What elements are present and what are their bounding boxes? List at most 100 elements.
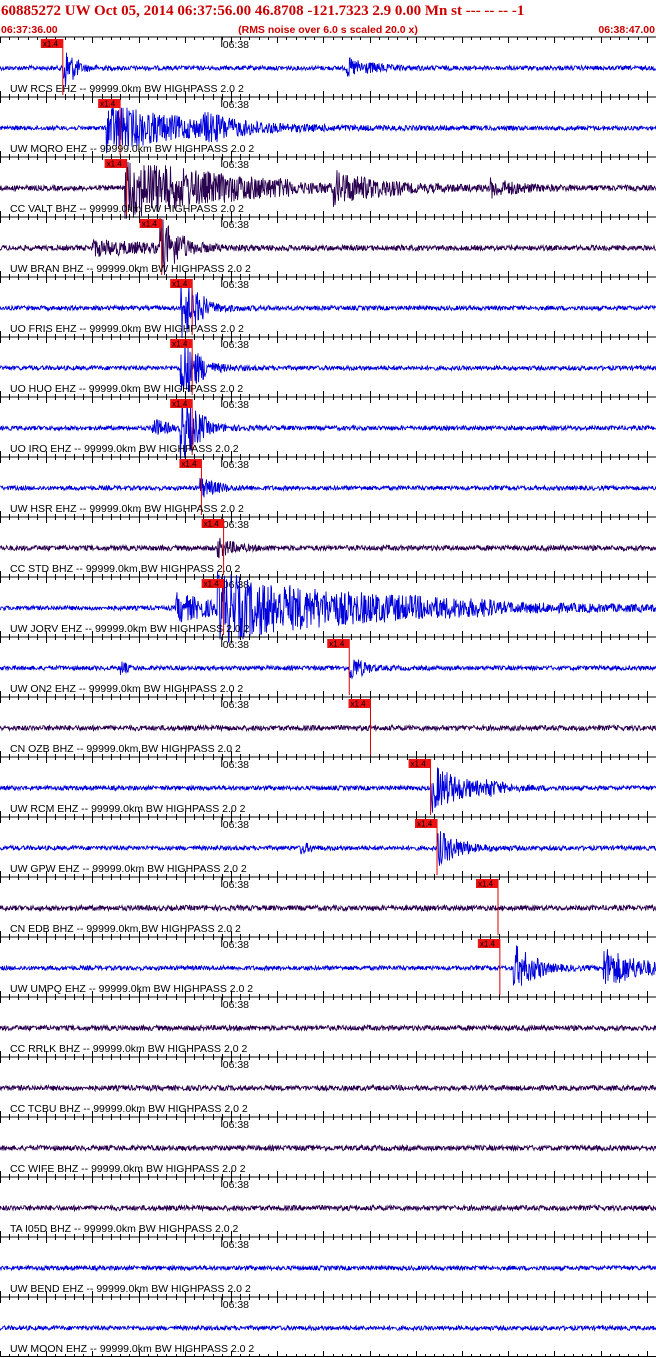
pick-box bbox=[179, 459, 202, 468]
station-label: UW MORO EHZ -- 99999.0km BW HIGHPASS 2.0… bbox=[10, 143, 254, 155]
waveform-trace bbox=[0, 217, 656, 275]
station-panel: 06:38 TA I05D BHZ -- 99999.0km BW HIGHPAS… bbox=[0, 1176, 656, 1237]
pick-label: x1.4 bbox=[100, 100, 116, 109]
station-panel: 06:38 x1.4 UW BRAN BHZ -- 99999.0km BW HIG… bbox=[0, 216, 656, 277]
minute-mark-label: 06:38 bbox=[223, 759, 249, 771]
minute-mark-label: 06:38 bbox=[223, 999, 249, 1011]
pick-label: x1.4 bbox=[181, 460, 197, 469]
pick-box bbox=[415, 819, 438, 828]
station-label: UW BRAN BHZ -- 99999.0km BW HIGHPASS 2.0… bbox=[10, 263, 251, 275]
station-label: UW MOON EHZ -- 99999.0km BW HIGHPASS 2.0… bbox=[10, 1343, 254, 1355]
station-label: TA I05D BHZ -- 99999.0km BW HIGHPASS 2.0… bbox=[10, 1223, 239, 1235]
station-label: UW JORV EHZ -- 99999.0km BW HIGHPASS 2.0… bbox=[10, 623, 250, 635]
minute-mark-label: 06:38 bbox=[223, 1239, 249, 1251]
waveform-trace bbox=[0, 767, 656, 813]
pick-box bbox=[98, 99, 121, 108]
pick-box bbox=[40, 39, 63, 48]
pick-label: x1.4 bbox=[142, 220, 158, 229]
waveform-trace bbox=[0, 1203, 656, 1213]
pick-label: x1.4 bbox=[329, 640, 345, 649]
minute-mark-label: 06:38 bbox=[223, 639, 249, 651]
station-label: UW ON2 EHZ -- 99999.0km BW HIGHPASS 2.0 … bbox=[10, 683, 243, 695]
pick-box bbox=[408, 759, 431, 768]
pick-box bbox=[348, 699, 371, 708]
station-label: UO FRIS EHZ -- 99999.0km BW HIGHPASS 2.0… bbox=[10, 323, 244, 335]
pick-label: x1.4 bbox=[204, 520, 220, 529]
pick-label: x1.4 bbox=[480, 940, 496, 949]
station-label: UW HSR EHZ -- 99999.0km BW HIGHPASS 2.0 … bbox=[10, 503, 244, 515]
pick-box bbox=[170, 339, 193, 348]
waveform-trace bbox=[0, 831, 656, 866]
minute-mark-label: 06:38 bbox=[223, 819, 249, 831]
waveform-trace bbox=[0, 106, 656, 154]
waveform-trace bbox=[0, 283, 656, 339]
pick-box bbox=[170, 279, 193, 288]
station-label: UW RCM EHZ -- 99999.0km BW HIGHPASS 2.0 … bbox=[10, 803, 246, 815]
minute-mark-label: 06:38 bbox=[223, 399, 249, 411]
minute-mark-label: 06:38 bbox=[223, 339, 249, 351]
waveform-trace bbox=[0, 1324, 656, 1332]
noise-note: (RMS noise over 6.0 s scaled 20.0 x) bbox=[238, 24, 418, 36]
pick-label: x1.4 bbox=[204, 580, 220, 589]
minute-mark-label: 06:38 bbox=[223, 879, 249, 891]
station-label: CC TCBU BHZ -- 99999.0km BW HIGHPASS 2.0… bbox=[10, 1103, 248, 1115]
station-label: UW UMPQ EHZ -- 99999.0km BW HIGHPASS 2.0… bbox=[10, 983, 253, 995]
waveform-trace bbox=[0, 1143, 656, 1153]
minute-mark-label: 06:38 bbox=[223, 459, 249, 471]
minute-mark-label: 06:38 bbox=[223, 1119, 249, 1131]
pick-label: x1.4 bbox=[172, 340, 188, 349]
waveform-trace bbox=[0, 571, 656, 643]
station-label: UO HUO EHZ -- 99999.0km BW HIGHPASS 2.0 … bbox=[10, 383, 243, 395]
pick-label: x1.4 bbox=[172, 400, 188, 409]
pick-box bbox=[139, 219, 162, 228]
station-panel: 06:38 x1.4 UW RCM EHZ -- 99999.0km BW HIGH… bbox=[0, 756, 656, 817]
station-label: CC WIFE BHZ -- 99999.0km BW HIGHPASS 2.0… bbox=[10, 1163, 246, 1175]
pick-box bbox=[104, 159, 127, 168]
pick-label: x1.4 bbox=[172, 280, 188, 289]
minute-mark-label: 06:38 bbox=[223, 279, 249, 291]
station-panel: 06:38 x1.4 UW RCS EHZ -- 99999.0km BW HIGH… bbox=[0, 36, 656, 97]
pick-box bbox=[477, 939, 500, 948]
station-panel: 06:38 x1.4 UW GPW EHZ -- 99999.0km BW HIGH… bbox=[0, 816, 656, 877]
station-label: UW RCS EHZ -- 99999.0km BW HIGHPASS 2.0 … bbox=[10, 83, 244, 95]
station-label: CN EDB BHZ -- 99999.0km BW HIGHPASS 2.0 … bbox=[10, 923, 241, 935]
minute-mark-label: 06:38 bbox=[223, 159, 249, 171]
waveform-trace bbox=[0, 1264, 656, 1272]
minute-mark-label: 06:38 bbox=[223, 219, 249, 231]
pick-box bbox=[476, 879, 499, 888]
minute-mark-label: 06:38 bbox=[223, 1059, 249, 1071]
waveform-trace bbox=[0, 477, 656, 498]
minute-mark-label: 06:38 bbox=[223, 699, 249, 711]
pick-box bbox=[201, 579, 224, 588]
station-panel: 06:38 x1.4 UW MORO EHZ -- 99999.0km BW HIG… bbox=[0, 96, 656, 157]
waveform-trace bbox=[0, 401, 656, 465]
station-panel: 06:38 CC RRLK BHZ -- 99999.0km BW HIGHPAS… bbox=[0, 996, 656, 1057]
minute-mark-label: 06:38 bbox=[223, 99, 249, 111]
pick-label: x1.4 bbox=[478, 880, 494, 889]
minute-mark-label: 06:38 bbox=[223, 1179, 249, 1191]
waveform-trace bbox=[0, 659, 656, 680]
waveform-trace bbox=[0, 945, 656, 986]
station-panel: 06:38 x1.4 UO IRO EHZ -- 99999.0km BW HIGH… bbox=[0, 396, 656, 465]
waveform-trace bbox=[0, 52, 656, 87]
station-panel: 06:38 UW MOON EHZ -- 99999.0km BW HIGHPAS… bbox=[0, 1296, 656, 1357]
station-panel: 06:38 x1.4 UO HUO EHZ -- 99999.0km BW HIGH… bbox=[0, 336, 656, 397]
waveform-trace bbox=[0, 537, 656, 559]
minute-mark-label: 06:38 bbox=[223, 519, 249, 531]
station-label: UW GPW EHZ -- 99999.0km BW HIGHPASS 2.0 … bbox=[10, 863, 247, 875]
pick-box bbox=[201, 519, 224, 528]
station-label: CC RRLK BHZ -- 99999.0km BW HIGHPASS 2.0… bbox=[10, 1043, 247, 1055]
station-label: CN OZB BHZ -- 99999.0km BW HIGHPASS 2.0 … bbox=[10, 743, 241, 755]
waveform-trace bbox=[0, 341, 656, 392]
pick-label: x1.4 bbox=[417, 820, 433, 829]
pick-label: x1.4 bbox=[351, 700, 367, 709]
pick-label: x1.4 bbox=[43, 40, 59, 49]
minute-mark-label: 06:38 bbox=[223, 939, 249, 951]
waveform-trace bbox=[0, 1023, 656, 1033]
pick-label: x1.4 bbox=[411, 760, 427, 769]
station-panel: 06:38 x1.4 CC VALT BHZ -- 99999.0km BW HIG… bbox=[0, 156, 656, 219]
waveform-trace bbox=[0, 161, 656, 219]
waveform-trace bbox=[0, 723, 656, 733]
